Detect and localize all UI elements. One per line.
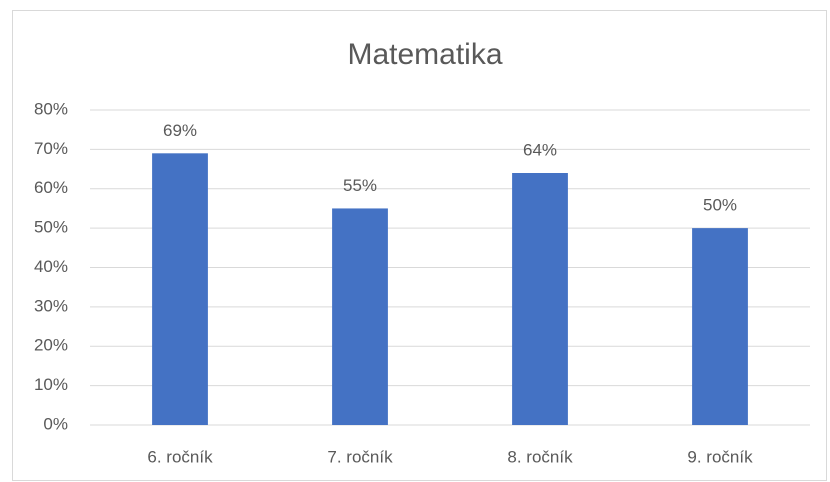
y-tick-label: 0% (43, 414, 68, 433)
y-tick-label: 40% (34, 257, 68, 276)
y-tick-label: 60% (34, 178, 68, 197)
y-tick-label: 10% (34, 375, 68, 394)
x-tick-label: 6. ročník (147, 447, 213, 466)
x-tick-label: 9. ročník (687, 447, 753, 466)
chart-title: Matematika (347, 38, 502, 71)
value-label: 64% (523, 140, 557, 159)
value-label: 50% (703, 196, 737, 215)
value-label: 69% (163, 121, 197, 140)
bar (512, 173, 568, 425)
value-label: 55% (343, 176, 377, 195)
bar (332, 208, 388, 425)
y-tick-label: 30% (34, 296, 68, 315)
y-tick-label: 70% (34, 139, 68, 158)
x-tick-label: 8. ročník (507, 447, 573, 466)
bar (692, 228, 748, 425)
x-tick-label: 7. ročník (327, 447, 393, 466)
y-tick-label: 50% (34, 218, 68, 237)
chart-border (12, 10, 827, 481)
y-tick-label: 20% (34, 336, 68, 355)
bar (152, 153, 208, 425)
y-tick-label: 80% (34, 99, 68, 118)
